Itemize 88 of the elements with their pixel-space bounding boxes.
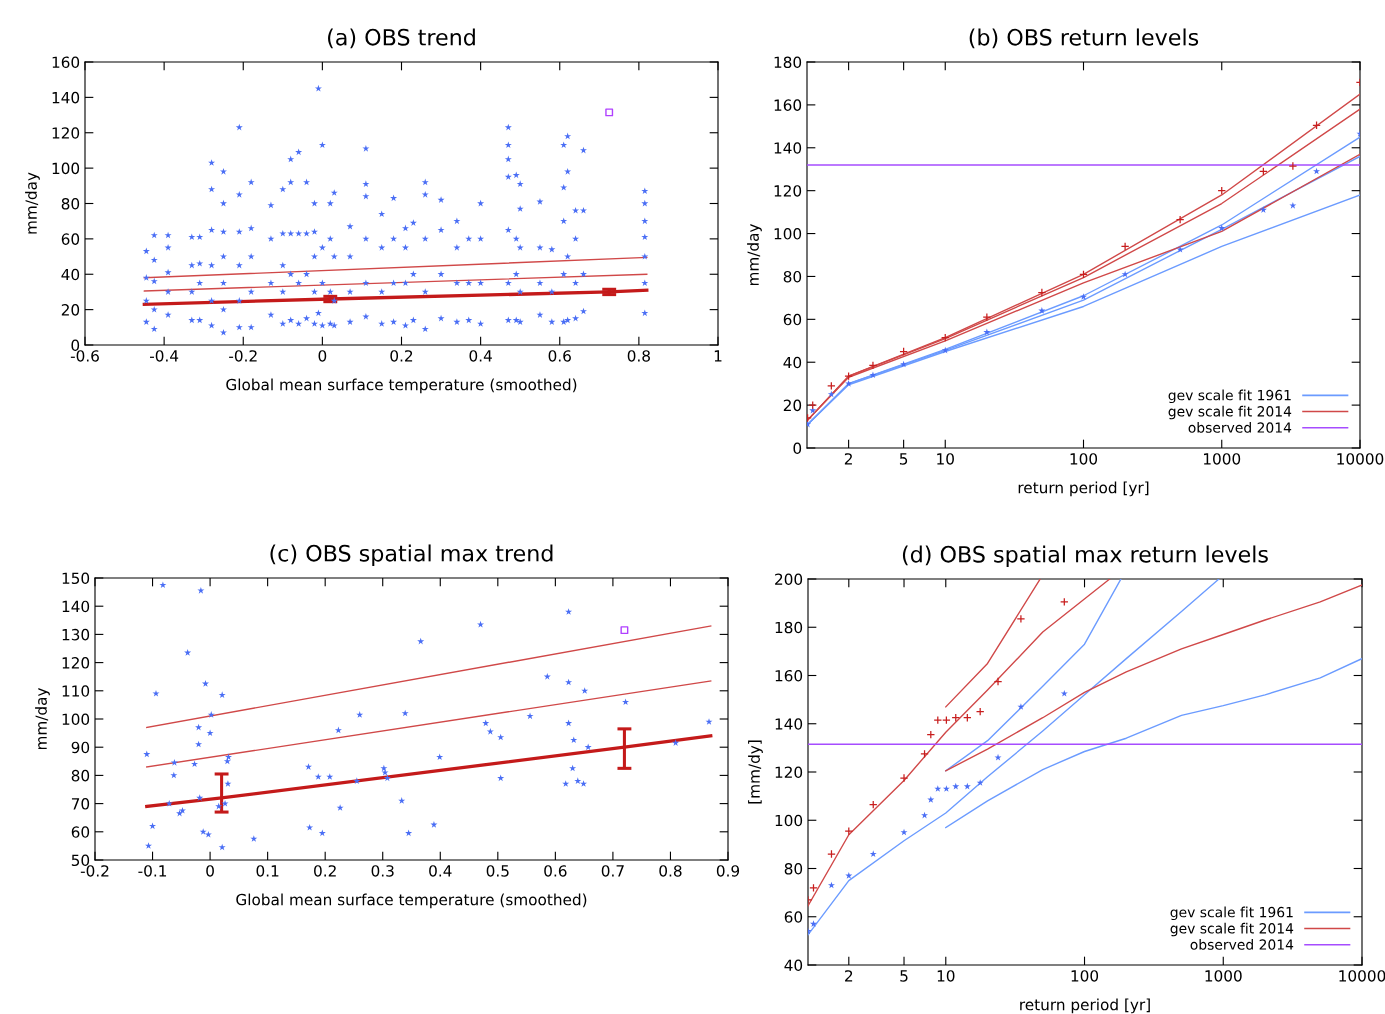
x-tick-label: 0.6 (548, 350, 571, 362)
x-tick-label: 1 (714, 350, 722, 362)
x-tick-label: 2 (845, 970, 853, 982)
y-tick-label: 100 (52, 162, 80, 175)
y-axis-title: mm/day (35, 687, 50, 750)
y-tick-label: 100 (62, 713, 90, 726)
y-tick-label: 40 (783, 356, 802, 369)
y-tick-label: 120 (52, 127, 80, 139)
x-tick-label: 1000 (1205, 970, 1242, 982)
x-axis-title: return period [yr] (1018, 481, 1149, 497)
y-tick-label: 160 (774, 99, 802, 111)
x-axis-title: return period [yr] (1020, 998, 1150, 1014)
x-tick-label: 0.7 (601, 865, 624, 877)
chart-title: (b) OBS return levels (969, 28, 1199, 49)
y-tick-label: 80 (784, 862, 803, 875)
legend-label: observed 2014 (1190, 939, 1294, 950)
x-tick-label: -0.2 (80, 865, 109, 877)
y-axis-title: mm/day (747, 223, 762, 286)
y-tick-label: 20 (61, 304, 80, 316)
x-tick-label: 0.2 (390, 350, 413, 362)
y-tick-label: 140 (52, 91, 80, 104)
y-tick-label: 140 (774, 142, 802, 154)
y-tick-label: 0 (793, 442, 802, 455)
y-tick-label: 20 (783, 399, 802, 412)
x-tick-label: 10000 (1337, 453, 1384, 465)
y-tick-label: 120 (62, 657, 90, 669)
x-tick-label: 0.8 (627, 350, 650, 362)
legend-label: gev scale fit 1961 (1170, 906, 1293, 921)
x-tick-label: 10000 (1339, 970, 1385, 982)
y-tick-label: 80 (61, 197, 80, 210)
y-tick-label: 100 (775, 814, 803, 827)
x-tick-label: 5 (900, 970, 908, 982)
x-tick-label: -0.4 (149, 350, 179, 362)
y-tick-label: 70 (71, 798, 90, 810)
chart-title: (a) OBS trend (328, 28, 475, 49)
y-tick-label: 200 (775, 573, 803, 586)
y-tick-label: 80 (783, 270, 802, 283)
chart-title: (c) OBS spatial max trend (270, 544, 553, 566)
y-axis-title: [mm/dy] (748, 740, 763, 804)
y-tick-label: 180 (774, 56, 802, 69)
y-tick-label: 110 (62, 685, 90, 697)
x-tick-label: 5 (899, 453, 908, 465)
y-tick-label: 60 (784, 911, 803, 923)
y-tick-label: 40 (784, 959, 803, 972)
x-tick-label: 100 (1071, 970, 1099, 982)
y-tick-label: 60 (783, 313, 802, 326)
x-tick-label: 10 (937, 970, 955, 982)
x-tick-label: 1000 (1203, 453, 1241, 465)
x-tick-label: 0.2 (314, 865, 336, 877)
y-tick-label: 120 (774, 185, 802, 197)
x-tick-label: 0.4 (429, 865, 452, 877)
y-tick-label: 100 (774, 228, 802, 240)
y-tick-label: 140 (775, 718, 803, 730)
y-tick-label: 120 (775, 766, 803, 779)
x-tick-label: -0.6 (70, 350, 99, 362)
y-tick-label: 160 (52, 56, 80, 69)
x-tick-label: 10 (937, 453, 954, 465)
x-tick-label: 100 (1070, 453, 1098, 465)
legend-label: gev scale fit 2014 (1168, 405, 1292, 420)
y-tick-label: 130 (62, 628, 90, 641)
y-tick-label: 90 (71, 741, 90, 754)
y-tick-label: 60 (61, 233, 80, 245)
x-axis-title: Global mean surface temperature (smoothed) (226, 378, 577, 394)
y-tick-label: 150 (62, 572, 90, 585)
x-tick-label: -0.2 (229, 350, 257, 362)
x-tick-label: 0.8 (659, 865, 682, 877)
x-tick-label: 0 (318, 350, 327, 362)
chart-title: (d) OBS spatial max return levels (902, 545, 1268, 567)
x-tick-label: 0 (206, 865, 214, 877)
x-tick-label: 0.1 (256, 865, 279, 877)
y-tick-label: 180 (775, 621, 803, 634)
x-tick-label: -0.1 (138, 865, 167, 877)
x-tick-label: 0.5 (486, 865, 509, 877)
x-tick-label: 0.9 (716, 865, 740, 877)
x-tick-label: 0.4 (469, 350, 492, 362)
y-tick-label: 80 (71, 769, 90, 782)
y-axis-title: mm/day (25, 172, 40, 234)
legend-label: observed 2014 (1188, 422, 1292, 433)
x-tick-label: 2 (844, 453, 852, 465)
y-tick-label: 60 (71, 826, 90, 838)
legend-label: gev scale fit 1961 (1168, 389, 1291, 404)
y-tick-label: 40 (61, 268, 80, 281)
x-axis-title: Global mean surface temperature (smoothed) (236, 893, 587, 909)
y-tick-label: 140 (62, 600, 90, 613)
x-tick-label: 0.3 (371, 865, 394, 877)
legend-label: gev scale fit 2014 (1170, 922, 1294, 937)
x-tick-label: 0.6 (544, 865, 567, 877)
y-tick-label: 160 (775, 669, 803, 682)
